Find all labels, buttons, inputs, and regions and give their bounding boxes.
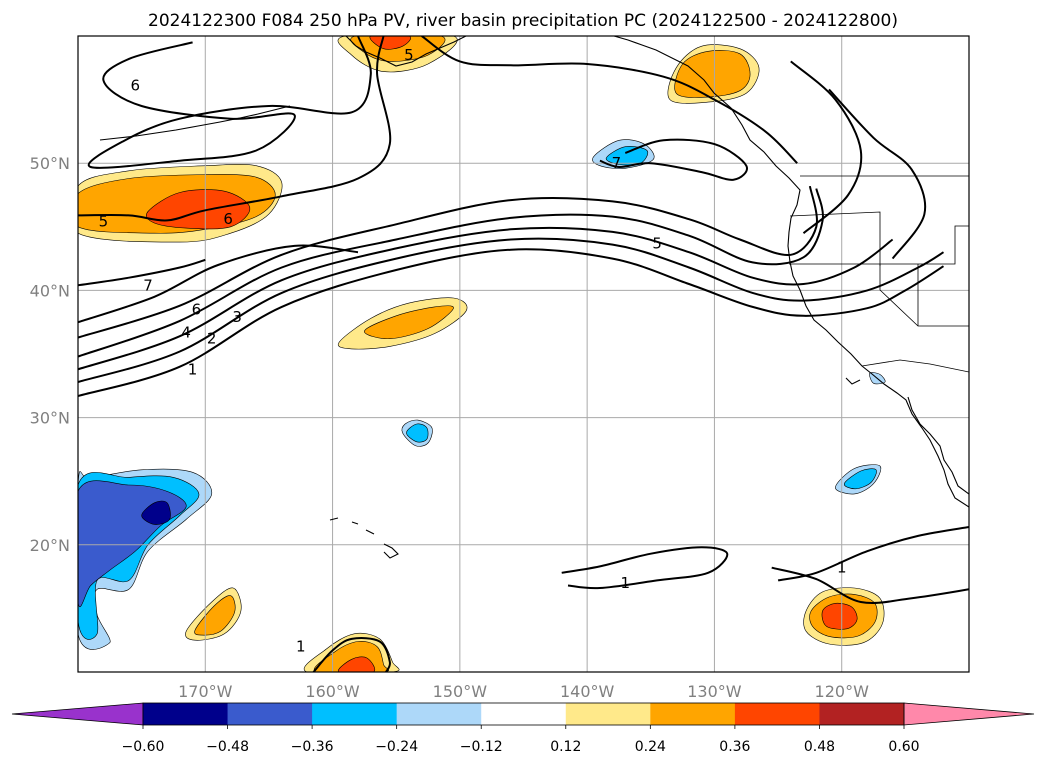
- shaded-region: [406, 423, 429, 443]
- pv-contour-5: [421, 36, 798, 164]
- x-tick-label: 170°W: [178, 682, 233, 701]
- contour-label: 5: [99, 213, 109, 231]
- contour-label: 1: [837, 559, 847, 577]
- contour-label: 5: [652, 234, 662, 252]
- colorbar-segment: [650, 703, 736, 725]
- pv-contour-1: [777, 526, 969, 582]
- shaded-region: [821, 602, 858, 630]
- pv-contour-7: [78, 258, 206, 287]
- state-borders: [789, 175, 969, 373]
- colorbar-tick-label: −0.24: [375, 739, 418, 755]
- y-tick-label: 50°N: [30, 154, 70, 173]
- y-tick-label: 30°N: [30, 409, 70, 428]
- coastline-hawaii: [329, 517, 399, 559]
- pv-contour-5: [78, 185, 818, 339]
- pv-contours: [78, 36, 969, 672]
- pv-contour-2: [78, 237, 945, 383]
- coastline-baja-gulf: [907, 396, 969, 495]
- x-axis-ticks: 170°W 160°W 150°W 140°W 130°W 120°W: [178, 682, 869, 701]
- pv-contour-1: [561, 546, 729, 590]
- shaded-regions: [78, 36, 886, 672]
- coastline-alaska: [345, 36, 467, 67]
- colorbar-segment: [734, 703, 820, 725]
- pv-contour-6: [87, 36, 372, 169]
- border-or-ca: [789, 225, 969, 265]
- shaded-region: [194, 595, 236, 636]
- contour-label: 5: [404, 46, 414, 64]
- colorbar-extend-low: [11, 702, 144, 726]
- colorbar-tick-label: 0.36: [719, 739, 750, 755]
- pv-contour-4: [78, 188, 824, 358]
- colorbar-tick-label: −0.48: [206, 739, 249, 755]
- contour-label: 4: [181, 323, 191, 341]
- colorbar-segment: [312, 703, 398, 725]
- pv-contour-1: [312, 637, 391, 672]
- shaded-region: [843, 468, 877, 490]
- pv-contour-1: [771, 566, 969, 605]
- y-axis-ticks: 20°N 30°N 40°N 50°N: [30, 154, 70, 555]
- x-tick-label: 130°W: [687, 682, 742, 701]
- colorbar-tick-label: 0.12: [550, 739, 581, 755]
- pv-contour-5: [78, 36, 392, 222]
- pv-contour-4: [828, 88, 927, 260]
- border-ca-nv: [879, 264, 969, 327]
- colorbar-segment: [481, 703, 567, 725]
- colorbar-tick-label: 0.48: [804, 739, 835, 755]
- colorbar-tick-label: −0.36: [291, 739, 334, 755]
- colorbar-segment: [227, 703, 313, 725]
- contour-label: 1: [188, 360, 198, 378]
- x-tick-label: 140°W: [560, 682, 615, 701]
- coastline-north-america: [613, 36, 969, 508]
- colorbar: −0.60 −0.48 −0.36 −0.24 −0.12 0.12 0.24 0.36 0.4…: [11, 702, 1035, 755]
- shaded-region: [337, 656, 376, 672]
- colorbar-segment: [819, 703, 905, 725]
- colorbar-segment: [143, 703, 229, 725]
- pv-contour-7: [599, 138, 748, 181]
- border-wa-or: [789, 211, 881, 266]
- colorbar-tick-label: 0.24: [635, 739, 666, 755]
- x-tick-label: 160°W: [305, 682, 360, 701]
- border-us-mexico: [861, 359, 969, 373]
- colorbar-tick-label: −0.60: [122, 739, 165, 755]
- colorbar-segment: [396, 703, 482, 725]
- gridlines: [78, 36, 969, 672]
- colorbar-tick-label: 0.60: [888, 739, 919, 755]
- chart-title: 2024122300 F084 250 hPa PV, river basin …: [148, 11, 898, 31]
- contour-label: 3: [232, 308, 242, 326]
- contour-label: 6: [131, 77, 141, 95]
- x-tick-label: 150°W: [433, 682, 488, 701]
- pv-contour-6: [78, 244, 359, 324]
- contour-label: 2: [207, 330, 217, 348]
- contour-label: 6: [223, 210, 233, 228]
- x-tick-label: 120°W: [815, 682, 870, 701]
- y-tick-label: 40°N: [30, 281, 70, 300]
- contour-label: 7: [143, 276, 153, 294]
- contour-label: 6: [192, 300, 202, 318]
- shaded-region: [364, 305, 454, 340]
- pv-contour-1: [78, 248, 945, 397]
- coastline-sea-of-cortez-islands: [845, 377, 861, 385]
- colorbar-extend-high: [903, 702, 1035, 726]
- contour-label: 7: [612, 154, 622, 172]
- contour-label: 1: [621, 574, 631, 592]
- map-frame: [77, 35, 970, 673]
- shaded-region: [141, 500, 171, 525]
- colorbar-frame: [142, 702, 905, 726]
- contour-label: 1: [296, 638, 306, 656]
- y-tick-label: 20°N: [30, 536, 70, 555]
- shaded-region: [605, 146, 649, 166]
- pv-contour-5: [790, 60, 863, 234]
- map-background: [78, 36, 969, 672]
- colorbar-tick-label: −0.12: [460, 739, 503, 755]
- colorbar-segment: [565, 703, 651, 725]
- pv-contour-3: [78, 226, 894, 371]
